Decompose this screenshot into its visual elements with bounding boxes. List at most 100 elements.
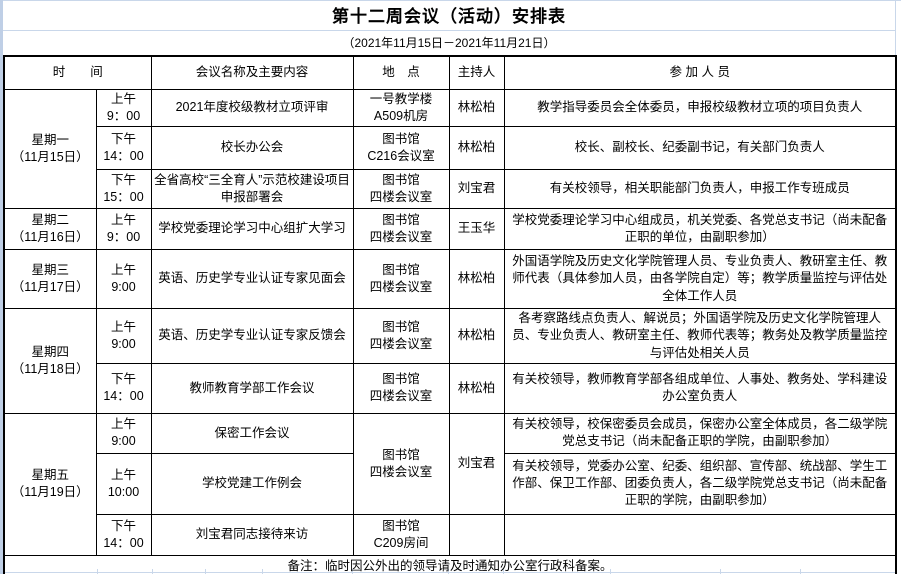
participants-cell: 校长、副校长、纪委副书记，有关部门负责人	[503, 126, 897, 170]
time-period: 上午	[111, 319, 137, 334]
location-line1: 图书馆	[382, 172, 420, 187]
time-value: 9:00	[111, 336, 136, 351]
time-cell: 上午 9：00	[95, 88, 152, 127]
day-name: 星期一	[31, 132, 69, 147]
meeting-cell: 英语、历史学专业认证专家反馈会	[150, 308, 354, 364]
time-cell: 上午 9:00	[95, 308, 152, 364]
time-value: 14：00	[103, 389, 144, 404]
host-cell: 林松柏	[448, 308, 505, 364]
location-line2: C209房间	[373, 535, 429, 550]
time-period: 上午	[111, 417, 137, 431]
grid-line-right-upper	[895, 0, 896, 55]
time-value: 14：00	[103, 149, 144, 163]
location-line2: 四楼会议室	[369, 389, 433, 404]
location-line1: 图书馆	[382, 262, 420, 277]
day-date: （11月17日）	[11, 280, 89, 294]
location-line2: A509机房	[373, 108, 429, 123]
meeting-cell: 刘宝君同志接待来访	[150, 513, 354, 556]
time-period: 上午	[111, 212, 137, 227]
location-cell: 图书馆 四楼会议室	[352, 362, 450, 414]
time-period: 下午	[111, 372, 137, 386]
location-line1: 图书馆	[382, 518, 420, 533]
day-name: 星期三	[31, 262, 69, 277]
location-cell: 图书馆 四楼会议室	[352, 208, 450, 250]
location-cell: 图书馆 四楼会议室	[352, 308, 450, 364]
location-line1: 图书馆	[382, 372, 420, 386]
day-cell: 星期五 （11月19日）	[3, 412, 97, 556]
col-header-time: 时 间	[3, 55, 152, 90]
meeting-cell: 全省高校“三全育人”示范校建设项目申报部署会	[150, 169, 354, 209]
table-row: 星期三 （11月17日） 上午 9:00 英语、历史学专业认证专家见面会 图书馆…	[3, 249, 897, 309]
participants-cell: 学校党委理论学习中心组成员，机关党委、各党总支书记（尚未配备正职的单位，由副职参…	[503, 208, 897, 250]
host-cell: 林松柏	[448, 249, 505, 309]
note-row: 备注：临时因公外出的领导请及时通知办公室行政科备案。	[3, 554, 897, 574]
meeting-cell: 学校党建工作例会	[150, 452, 354, 515]
participants-cell: 教学指导委员会全体委员，申报校级教材立项的项目负责人	[503, 88, 897, 127]
day-date: （11月19日）	[11, 485, 89, 500]
location-line1: 一号教学楼	[369, 91, 433, 106]
col-header-host: 主持人	[448, 55, 505, 90]
host-cell: 刘宝君	[448, 412, 505, 515]
time-value: 10:00	[107, 484, 140, 499]
day-cell: 星期二 （11月16日）	[3, 208, 97, 250]
time-period: 下午	[111, 172, 137, 187]
grid-line-top	[3, 0, 901, 1]
time-period: 上午	[111, 91, 137, 106]
meeting-cell: 2021年度校级教材立项评审	[150, 88, 354, 127]
meeting-cell: 教师教育学部工作会议	[150, 362, 354, 414]
day-date: （11月15日）	[11, 149, 89, 164]
time-value: 9：00	[106, 108, 141, 123]
time-cell: 上午 9:00	[95, 249, 152, 309]
table-row: 下午 14：00 教师教育学部工作会议 图书馆 四楼会议室 林松柏 有关校领导，…	[4, 362, 897, 414]
time-cell: 下午 14：00	[95, 126, 152, 170]
location-cell: 图书馆 C209房间	[352, 513, 450, 556]
host-cell: 王玉华	[448, 208, 505, 250]
time-value: 14：00	[103, 535, 144, 550]
day-name: 星期二	[31, 212, 69, 227]
time-period: 下午	[111, 131, 137, 146]
host-cell: 林松柏	[448, 362, 505, 414]
host-cell	[448, 513, 505, 556]
time-period: 上午	[111, 467, 137, 482]
day-cell: 星期四 （11月18日）	[3, 308, 97, 414]
schedule-table: 时 间 会议名称及主要内容 地 点 主持人 参 加 人 员 星期一 （11月15…	[3, 55, 898, 574]
table-row: 星期四 （11月18日） 上午 9:00 英语、历史学专业认证专家反馈会 图书馆…	[3, 308, 897, 414]
location-cell: 图书馆 四楼会议室	[352, 249, 450, 309]
location-line1: 图书馆	[382, 212, 420, 227]
date-range: （2021年11月15日－2021年11月21日）	[342, 36, 556, 50]
time-cell: 上午 9:00	[95, 412, 152, 454]
time-value: 9:00	[111, 280, 136, 294]
host-cell: 林松柏	[448, 126, 505, 170]
meeting-cell: 英语、历史学专业认证专家见面会	[150, 249, 354, 309]
location-line1: 图书馆	[382, 131, 420, 146]
time-cell: 下午 14：00	[95, 513, 152, 556]
location-cell: 图书馆 C216会议室	[352, 126, 450, 170]
col-header-participants: 参 加 人 员	[503, 55, 897, 90]
time-value: 9：00	[106, 230, 141, 244]
time-value: 9:00	[111, 434, 136, 449]
location-line2: C216会议室	[367, 149, 435, 163]
location-line1: 图书馆	[382, 319, 420, 334]
participants-cell: 有关校领导，教师教育学部各组成单位、人事处、教务处、学科建设办公室负责人	[503, 362, 897, 414]
participants-cell: 有关校领导，相关职能部门负责人，申报工作专班成员	[503, 169, 897, 209]
location-cell: 一号教学楼 A509机房	[352, 88, 450, 127]
table-row: 下午 14：00 刘宝君同志接待来访 图书馆 C209房间	[4, 513, 897, 556]
location-line1: 图书馆	[382, 447, 420, 462]
time-cell: 下午 15：00	[95, 169, 152, 209]
table-row: 下午 14：00 校长办公会 图书馆 C216会议室 林松柏 校长、副校长、纪委…	[4, 126, 897, 170]
day-cell: 星期三 （11月17日）	[3, 249, 97, 309]
host-cell: 刘宝君	[448, 169, 505, 209]
time-cell: 上午 10:00	[95, 452, 152, 515]
day-name: 星期四	[31, 344, 69, 359]
note-cell: 备注：临时因公外出的领导请及时通知办公室行政科备案。	[3, 554, 897, 574]
location-line2: 四楼会议室	[369, 464, 433, 479]
table-row: 上午 10:00 学校党建工作例会 有关校领导，党委办公室、纪委、组织部、宣传部…	[4, 452, 897, 515]
host-cell: 林松柏	[448, 88, 505, 127]
location-line2: 四楼会议室	[369, 280, 433, 294]
participants-cell	[503, 513, 897, 556]
time-value: 15：00	[103, 190, 144, 204]
day-cell: 星期一 （11月15日）	[3, 88, 97, 209]
time-cell: 上午 9：00	[95, 208, 152, 250]
day-name: 星期五	[31, 468, 69, 482]
